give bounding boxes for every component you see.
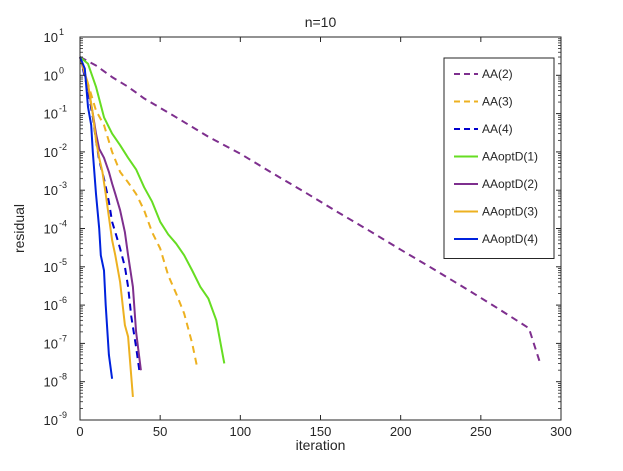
y-tick-exponent-1: 0 — [59, 65, 64, 75]
x-axis-label: iteration — [296, 437, 346, 453]
x-tick-label-0: 0 — [76, 424, 83, 439]
series-line-3 — [79, 56, 226, 364]
legend-box — [443, 57, 555, 259]
series-line-2 — [79, 56, 141, 371]
y-tick-label-8: 10 — [44, 336, 58, 351]
y-tick-exponent-6: -5 — [59, 257, 67, 267]
x-tick-label-2: 100 — [229, 424, 251, 439]
y-tick-exponent-9: -8 — [59, 372, 67, 382]
series-line-1 — [79, 56, 198, 367]
y-tick-exponent-2: -1 — [59, 104, 67, 114]
x-tick-label-3: 150 — [310, 424, 332, 439]
legend: AA(2) AA(3) AA(4) AAoptD(1) AAoptD(2) AAoptD(… — [443, 57, 555, 259]
chart-title: n=10 — [305, 14, 337, 30]
y-tick-label-0: 10 — [44, 30, 58, 45]
series-line-5 — [79, 56, 134, 397]
series-layer — [79, 56, 542, 397]
legend-label-1: AA(3) — [482, 95, 513, 109]
y-tick-label-9: 10 — [44, 375, 58, 390]
y-tick-label-1: 10 — [44, 68, 58, 83]
x-tick-label-4: 200 — [390, 424, 412, 439]
y-axis-label: residual — [11, 204, 27, 253]
y-tick-exponent-0: 1 — [59, 27, 64, 37]
legend-label-6: AAoptD(4) — [482, 232, 538, 246]
x-tick-label-5: 250 — [470, 424, 492, 439]
y-tick-label-10: 10 — [44, 413, 58, 428]
y-tick-exponent-4: -3 — [59, 180, 67, 190]
y-tick-label-7: 10 — [44, 298, 58, 313]
series-line-0 — [79, 56, 542, 364]
y-tick-exponent-5: -4 — [59, 219, 67, 229]
legend-label-5: AAoptD(3) — [482, 205, 538, 219]
y-tick-exponent-3: -2 — [59, 142, 67, 152]
y-tick-label-5: 10 — [44, 222, 58, 237]
y-tick-exponent-10: -9 — [59, 410, 67, 420]
legend-label-0: AA(2) — [482, 67, 513, 81]
y-tick-exponent-7: -6 — [59, 295, 67, 305]
y-tick-label-2: 10 — [44, 107, 58, 122]
y-tick-label-6: 10 — [44, 260, 58, 275]
legend-label-3: AAoptD(1) — [482, 150, 538, 164]
x-tick-label-1: 50 — [153, 424, 167, 439]
series-line-6 — [79, 56, 114, 379]
y-tick-label-4: 10 — [44, 183, 58, 198]
x-tick-label-6: 300 — [550, 424, 572, 439]
legend-label-2: AA(4) — [482, 122, 513, 136]
y-tick-label-3: 10 — [44, 145, 58, 160]
y-tick-exponent-8: -7 — [59, 333, 67, 343]
legend-label-4: AAoptD(2) — [482, 177, 538, 191]
